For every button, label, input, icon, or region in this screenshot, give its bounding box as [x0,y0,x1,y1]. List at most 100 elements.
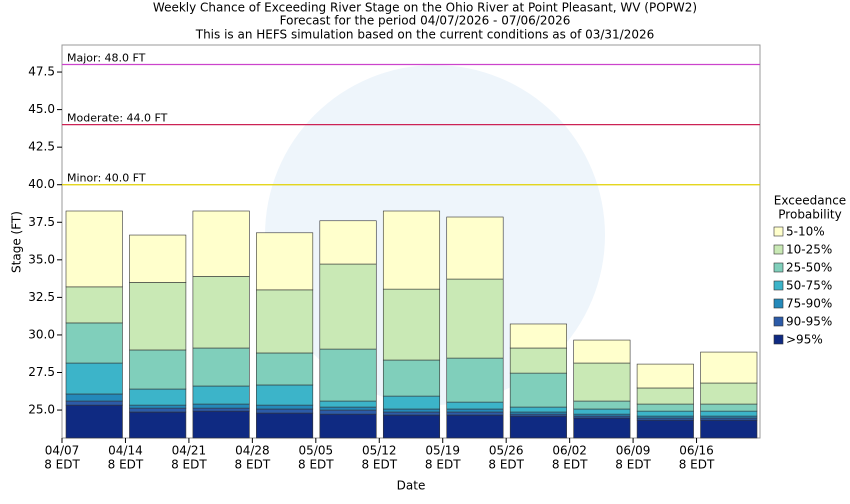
legend-title: Exceedance [774,194,846,208]
threshold-label: Major: 48.0 FT [67,52,146,65]
bar-segment [319,409,377,415]
legend-swatch [773,316,784,327]
x-tick-sublabel: 8 EDT [425,458,461,472]
bar-segment [256,412,314,439]
bar-segment [700,410,758,417]
legend-label: >95% [786,333,823,347]
x-tick-label: 05/26 [489,444,524,458]
bar-segment [192,210,250,277]
bar-segment [129,411,187,439]
bar-segment [319,413,377,439]
bar-segment [65,286,123,324]
bar-segment [636,417,694,421]
bar-segment [446,216,504,280]
bar-segment [256,352,314,386]
bar-segment [509,406,567,413]
x-tick-label: 05/05 [299,444,334,458]
y-tick-label: 30.0 [28,327,55,341]
bar-segment [382,414,441,439]
legend-swatch [773,334,784,345]
legend-label: 10-25% [786,243,832,257]
y-tick-label: 27.5 [28,365,55,379]
bar-segment [700,419,758,439]
bar-segment [700,403,758,412]
bar-segment [382,210,441,290]
bar-segment [509,372,567,408]
bar-segment [65,404,123,439]
y-tick-label: 42.5 [28,140,55,154]
bar-segment [192,276,250,349]
bar-segment [192,407,250,412]
bar-segment [192,410,250,439]
x-tick-label: 04/14 [108,444,143,458]
legend-swatch [773,298,784,309]
bar-segment [573,400,631,410]
bar-segment [256,384,314,406]
x-tick-sublabel: 8 EDT [679,458,715,472]
x-tick-label: 04/28 [235,444,270,458]
bar-segment [319,220,377,265]
bar-segment [446,278,504,359]
bar-segment [129,282,187,351]
legend-label: 5-10% [786,225,825,239]
x-tick-sublabel: 8 EDT [615,458,651,472]
x-tick-label: 06/09 [616,444,651,458]
legend-title: Probability [778,208,841,222]
y-tick-label: 40.0 [28,177,55,191]
x-tick-label: 05/12 [362,444,397,458]
y-tick-label: 37.5 [28,215,55,229]
chart-subtitle: Forecast for the period 04/07/2026 - 07/… [280,14,571,28]
x-tick-label: 04/21 [172,444,207,458]
bar-segment [509,411,567,415]
legend-swatch [773,226,784,237]
chart-title: Weekly Chance of Exceeding River Stage o… [153,1,697,15]
x-tick-label: 06/16 [679,444,714,458]
bar-segment [446,414,504,439]
bar-segment [319,263,377,350]
x-tick-label: 06/02 [552,444,587,458]
bar-segment [256,289,314,354]
legend-label: 25-50% [786,261,832,275]
chart-subtitle: This is an HEFS simulation based on the … [195,28,655,42]
bar-segment [319,406,377,411]
x-tick-sublabel: 8 EDT [108,458,144,472]
bar-segment [382,408,441,413]
legend-swatch [773,280,784,291]
y-tick-label: 32.5 [28,290,55,304]
bar-segment [129,349,187,390]
y-axis-label: Stage (FT) [10,211,24,273]
bar-segment [65,393,123,402]
x-tick-sublabel: 8 EDT [44,458,80,472]
x-tick-sublabel: 8 EDT [235,458,271,472]
bar-segment [700,351,758,384]
legend-swatch [773,244,784,255]
bar-segment [129,388,187,406]
bar-segment [446,411,504,416]
legend-label: 90-95% [786,315,832,329]
x-axis-label: Date [397,479,426,493]
bar-segment [129,234,187,283]
bar-segment [700,417,758,421]
y-tick-label: 47.5 [28,65,55,79]
y-tick-label: 35.0 [28,252,55,266]
bar-segment [256,404,314,410]
bar-segment [636,403,694,412]
legend-label: 50-75% [786,279,832,293]
bar-segment [65,210,123,288]
threshold-label: Minor: 40.0 FT [67,172,146,185]
bar-segment [319,400,377,408]
bar-segment [65,362,123,395]
bar-segment [192,347,250,387]
bar-segment [192,385,250,405]
x-tick-sublabel: 8 EDT [552,458,588,472]
bar-segment [636,387,694,405]
bar-segment [192,403,250,409]
bar-segment [700,382,758,405]
bar-segment [382,288,441,361]
bar-segment [446,408,504,413]
bar-segment [446,357,504,403]
bar-segment [573,408,631,415]
legend-label: 75-90% [786,297,832,311]
bar-segment [256,232,314,291]
